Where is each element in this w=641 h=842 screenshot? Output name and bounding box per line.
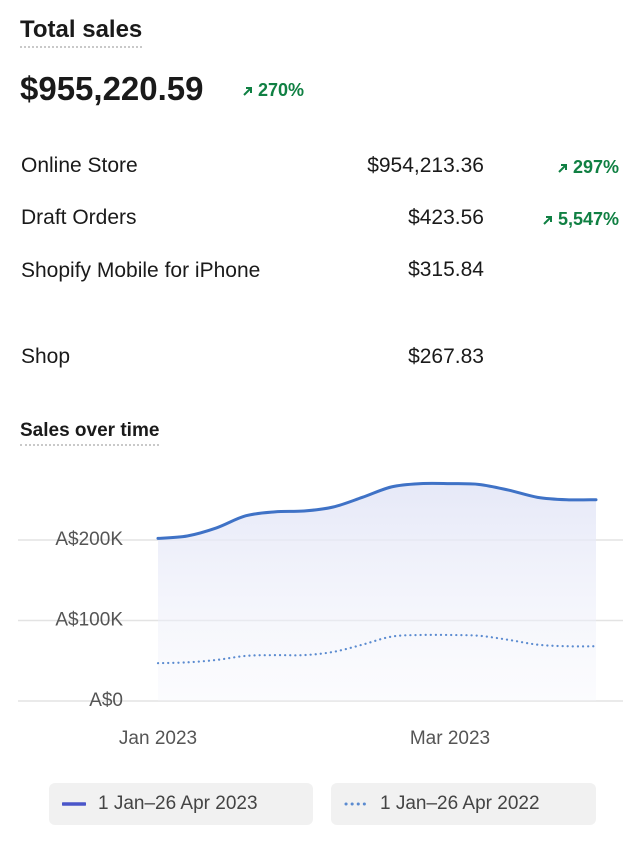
- up-arrow: [558, 163, 567, 173]
- x-tick-label: Jan 2023: [119, 728, 197, 749]
- y-tick-label: A$200K: [55, 529, 123, 550]
- channel-amount: $423.56: [408, 206, 484, 229]
- y-tick-label: A$0: [89, 690, 123, 711]
- channel-amount: $954,213.36: [367, 154, 484, 177]
- channel-change: 5,547%: [542, 209, 619, 230]
- x-tick-label: Mar 2023: [410, 728, 490, 749]
- area: [158, 483, 596, 701]
- channel-change: 297%: [557, 157, 619, 178]
- channel-name: Shopify Mobile for iPhone: [21, 259, 261, 282]
- legend-swatch: [62, 802, 86, 806]
- series-line: [156, 633, 598, 665]
- legend-item[interactable]: 1 Jan–26 Apr 2023: [49, 783, 313, 825]
- up-arrow: [243, 86, 252, 96]
- change-text: 297%: [572, 157, 619, 177]
- channel-name: Shop: [21, 345, 71, 368]
- change-text: 270%: [258, 80, 305, 100]
- total-sales: $955,220.59: [20, 70, 204, 107]
- channel-name: Online Store: [21, 154, 138, 177]
- change-text: 5,547%: [557, 209, 619, 229]
- card-title[interactable]: Total sales: [20, 16, 143, 48]
- channel-amount: $315.84: [408, 258, 484, 281]
- legend-label: 1 Jan–26 Apr 2023: [98, 793, 258, 814]
- y-tick-label: A$100K: [55, 610, 123, 631]
- series-line: [156, 481, 598, 540]
- legend-label: 1 Jan–26 Apr 2022: [380, 793, 540, 814]
- legend-item[interactable]: 1 Jan–26 Apr 2022: [331, 783, 596, 825]
- channel-amount: $267.83: [408, 345, 484, 368]
- legend-swatch: [344, 802, 368, 806]
- channel-name: Draft Orders: [21, 206, 137, 229]
- up-arrow: [543, 215, 552, 225]
- total-change: 270%: [242, 80, 304, 101]
- chart-title[interactable]: Sales over time: [20, 420, 160, 446]
